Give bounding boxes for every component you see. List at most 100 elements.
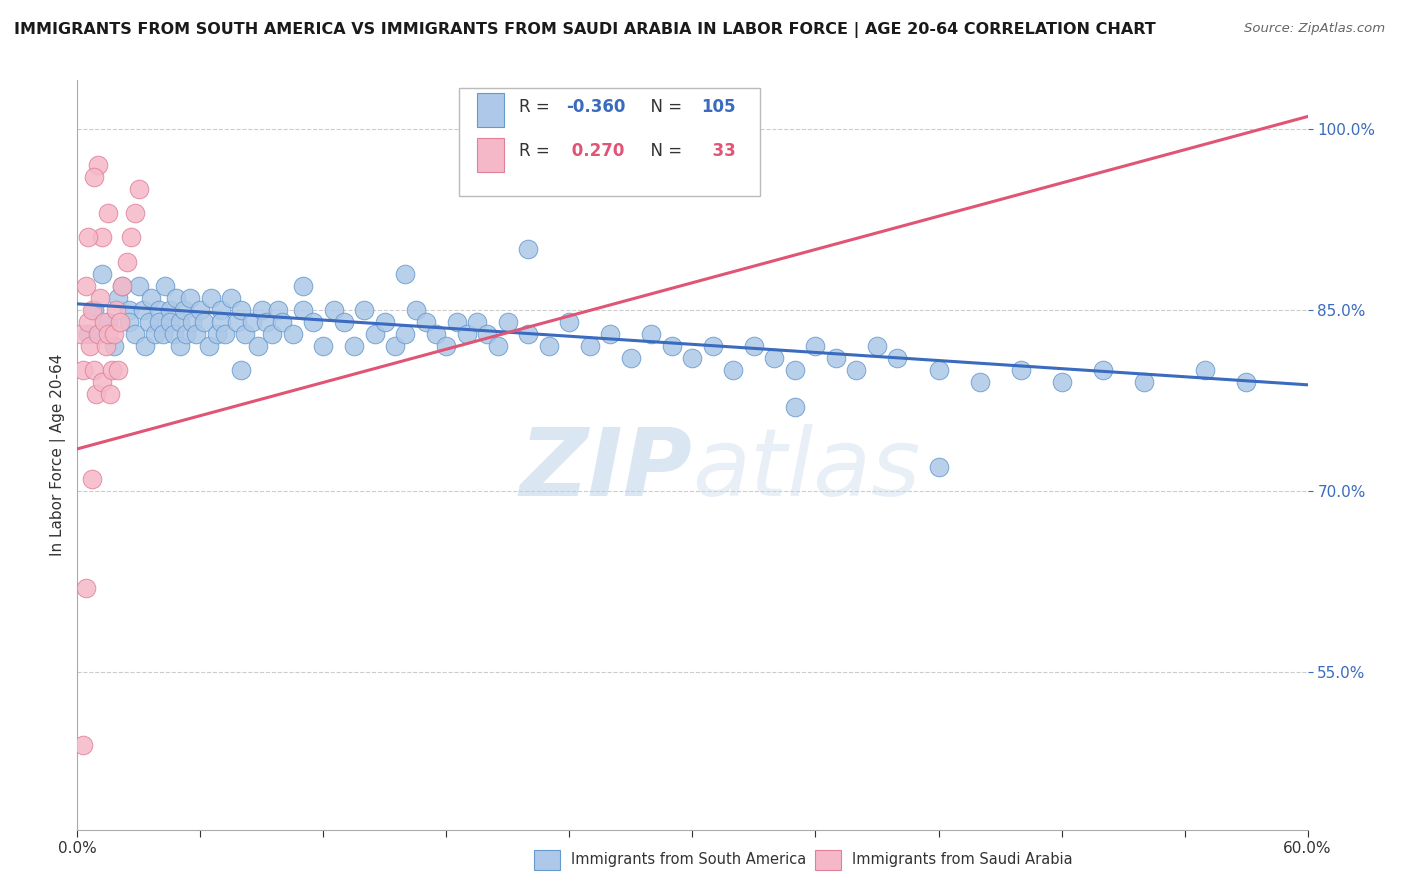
Point [97, 315, 120, 329]
Point [353, 302, 375, 317]
Point [124, 327, 146, 342]
Point [75, 581, 97, 595]
Point [928, 363, 950, 377]
Point [159, 315, 181, 329]
Point [209, 315, 232, 329]
Point [111, 278, 134, 293]
Text: ZIP: ZIP [520, 424, 693, 516]
Point [120, 230, 142, 244]
Point [219, 291, 242, 305]
Point [97, 206, 120, 220]
Point [394, 327, 416, 342]
Point [702, 339, 724, 353]
Point [98, 387, 121, 401]
Point [132, 302, 155, 317]
Point [246, 339, 269, 353]
Point [152, 327, 174, 342]
Point [93, 315, 115, 329]
Point [291, 278, 314, 293]
Point [240, 315, 263, 329]
Point [537, 339, 560, 353]
Point [181, 315, 204, 329]
Point [845, 363, 868, 377]
Point [302, 315, 325, 329]
Point [205, 327, 228, 342]
Point [496, 315, 519, 329]
Point [969, 376, 991, 390]
Point [291, 302, 314, 317]
Point [90, 230, 114, 244]
Text: N =: N = [640, 143, 688, 161]
Point [103, 327, 125, 342]
Point [141, 291, 163, 305]
Point [138, 315, 160, 329]
Point [374, 315, 396, 329]
Point [94, 339, 117, 353]
Bar [477, 138, 505, 172]
Point [72, 738, 94, 752]
Text: Immigrants from South America: Immigrants from South America [571, 853, 806, 867]
Text: 33: 33 [702, 143, 735, 161]
Point [235, 327, 257, 342]
Point [83, 302, 105, 317]
Point [87, 327, 110, 342]
Point [76, 230, 98, 244]
Text: IMMIGRANTS FROM SOUTH AMERICA VS IMMIGRANTS FROM SAUDI ARABIA IN LABOR FORCE | A: IMMIGRANTS FROM SOUTH AMERICA VS IMMIGRA… [14, 22, 1156, 38]
Point [87, 327, 110, 342]
Point [83, 169, 105, 184]
Point [661, 339, 683, 353]
Point [620, 351, 643, 366]
Point [80, 302, 103, 317]
Point [148, 302, 170, 317]
Point [267, 302, 290, 317]
Point [105, 302, 128, 317]
Point [250, 302, 273, 317]
Point [117, 302, 139, 317]
Text: Source: ZipAtlas.com: Source: ZipAtlas.com [1244, 22, 1385, 36]
Point [174, 327, 197, 342]
Text: 0.270: 0.270 [565, 143, 624, 161]
Point [209, 302, 232, 317]
Point [155, 278, 177, 293]
Point [1132, 376, 1154, 390]
Point [128, 182, 150, 196]
Point [1010, 363, 1032, 377]
Point [83, 363, 105, 377]
Point [87, 158, 110, 172]
Point [124, 206, 146, 220]
Point [75, 278, 97, 293]
Point [783, 363, 806, 377]
Point [80, 472, 103, 486]
Point [456, 327, 478, 342]
Point [363, 327, 385, 342]
Point [723, 363, 745, 377]
Point [333, 315, 356, 329]
Point [825, 351, 848, 366]
Point [165, 291, 187, 305]
Point [384, 339, 406, 353]
Point [783, 400, 806, 414]
Point [742, 339, 765, 353]
Point [405, 302, 427, 317]
Point [1091, 363, 1114, 377]
Point [254, 315, 277, 329]
Point [70, 327, 93, 342]
Text: R =: R = [519, 97, 555, 115]
Point [76, 315, 98, 329]
Point [101, 363, 124, 377]
Point [1234, 376, 1257, 390]
Point [134, 339, 156, 353]
Point [558, 315, 581, 329]
Point [226, 315, 249, 329]
Point [1050, 376, 1073, 390]
Point [640, 327, 662, 342]
Point [886, 351, 908, 366]
Point [110, 315, 132, 329]
Text: 105: 105 [702, 97, 735, 115]
Text: Immigrants from Saudi Arabia: Immigrants from Saudi Arabia [852, 853, 1073, 867]
Point [169, 339, 191, 353]
Point [89, 291, 111, 305]
Point [486, 339, 509, 353]
Point [866, 339, 889, 353]
Point [579, 339, 602, 353]
